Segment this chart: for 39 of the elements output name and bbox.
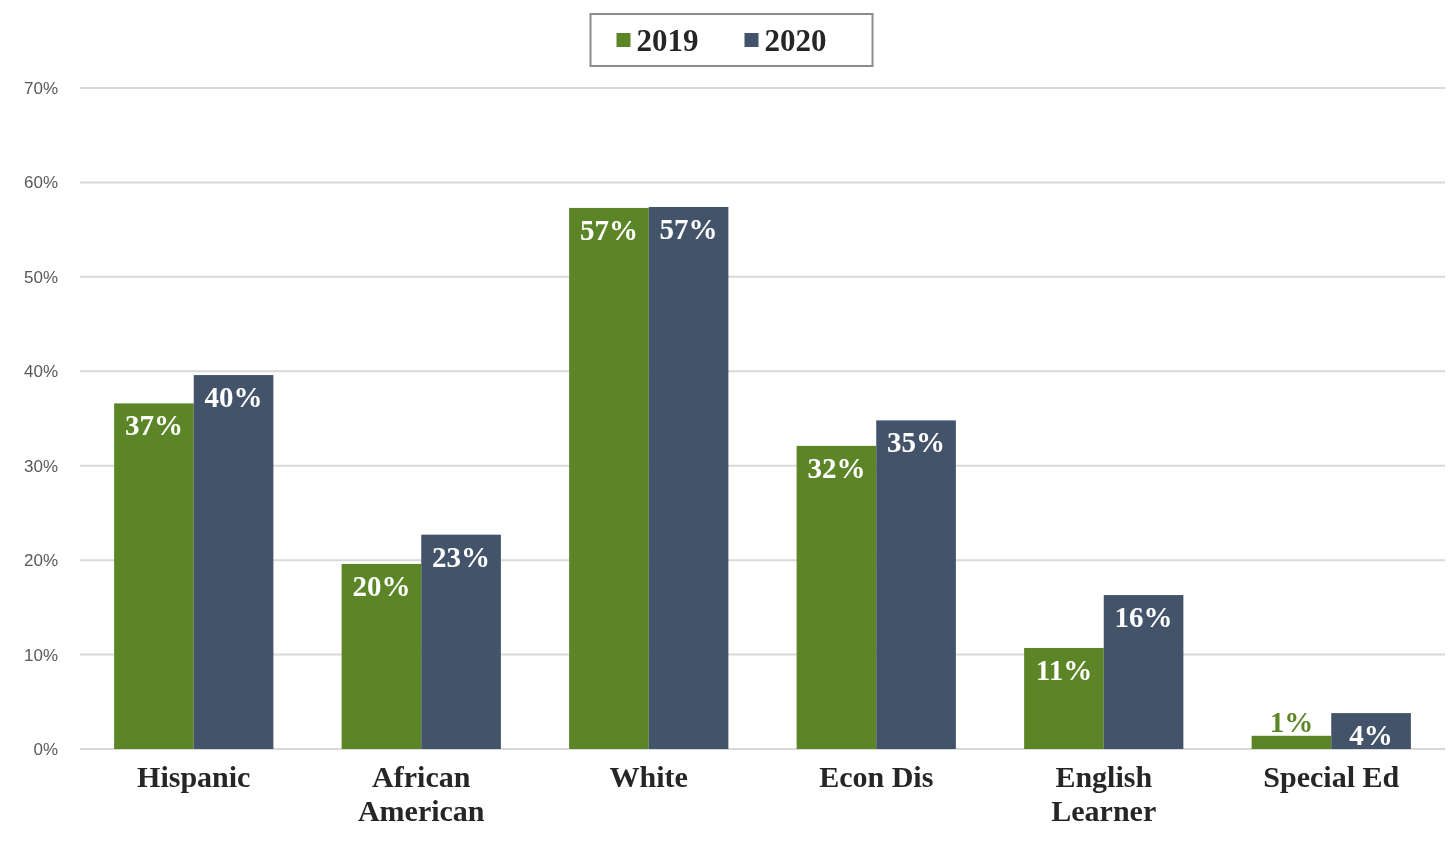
data-label: 20%: [352, 569, 411, 602]
data-label: 57%: [659, 212, 718, 245]
y-tick-label: 30%: [23, 456, 58, 476]
x-tick-label: African American: [357, 760, 485, 827]
data-label: 40%: [204, 381, 263, 414]
y-tick-label: 10%: [23, 645, 58, 665]
data-label: 1%: [1269, 705, 1314, 738]
bar: [114, 403, 194, 749]
y-tick-label: 50%: [23, 267, 58, 287]
bar: [796, 445, 877, 749]
legend-label: 2020: [764, 23, 827, 58]
y-tick-label: 40%: [23, 362, 58, 382]
y-tick-label: 20%: [23, 551, 58, 571]
x-tick-label: Special Ed: [1263, 760, 1400, 793]
bar: [193, 375, 274, 749]
bar: [1103, 595, 1184, 749]
data-label: 37%: [124, 409, 183, 442]
y-tick-label: 60%: [23, 173, 58, 193]
bar: [569, 207, 649, 749]
data-label: 11%: [1035, 653, 1093, 686]
y-tick-label: 70%: [23, 79, 58, 98]
legend-label: 2019: [636, 23, 699, 58]
x-tick-label: Hispanic: [137, 760, 251, 793]
data-label: 4%: [1349, 719, 1393, 752]
data-label: 57%: [579, 213, 638, 246]
x-tick-label: White: [609, 760, 688, 793]
bar: [1024, 647, 1104, 749]
bar: [876, 420, 956, 749]
data-label: 35%: [887, 426, 946, 459]
bar: [421, 534, 501, 749]
bar: [648, 206, 729, 749]
bar: [341, 563, 422, 749]
bar: [1251, 735, 1332, 749]
data-label: 16%: [1114, 601, 1173, 634]
x-tick-label: English Learner: [1051, 760, 1157, 827]
x-tick-label: Econ Dis: [819, 760, 934, 793]
data-label: 32%: [807, 451, 866, 484]
y-tick-label: 0%: [33, 740, 58, 759]
data-label: 23%: [432, 540, 491, 573]
